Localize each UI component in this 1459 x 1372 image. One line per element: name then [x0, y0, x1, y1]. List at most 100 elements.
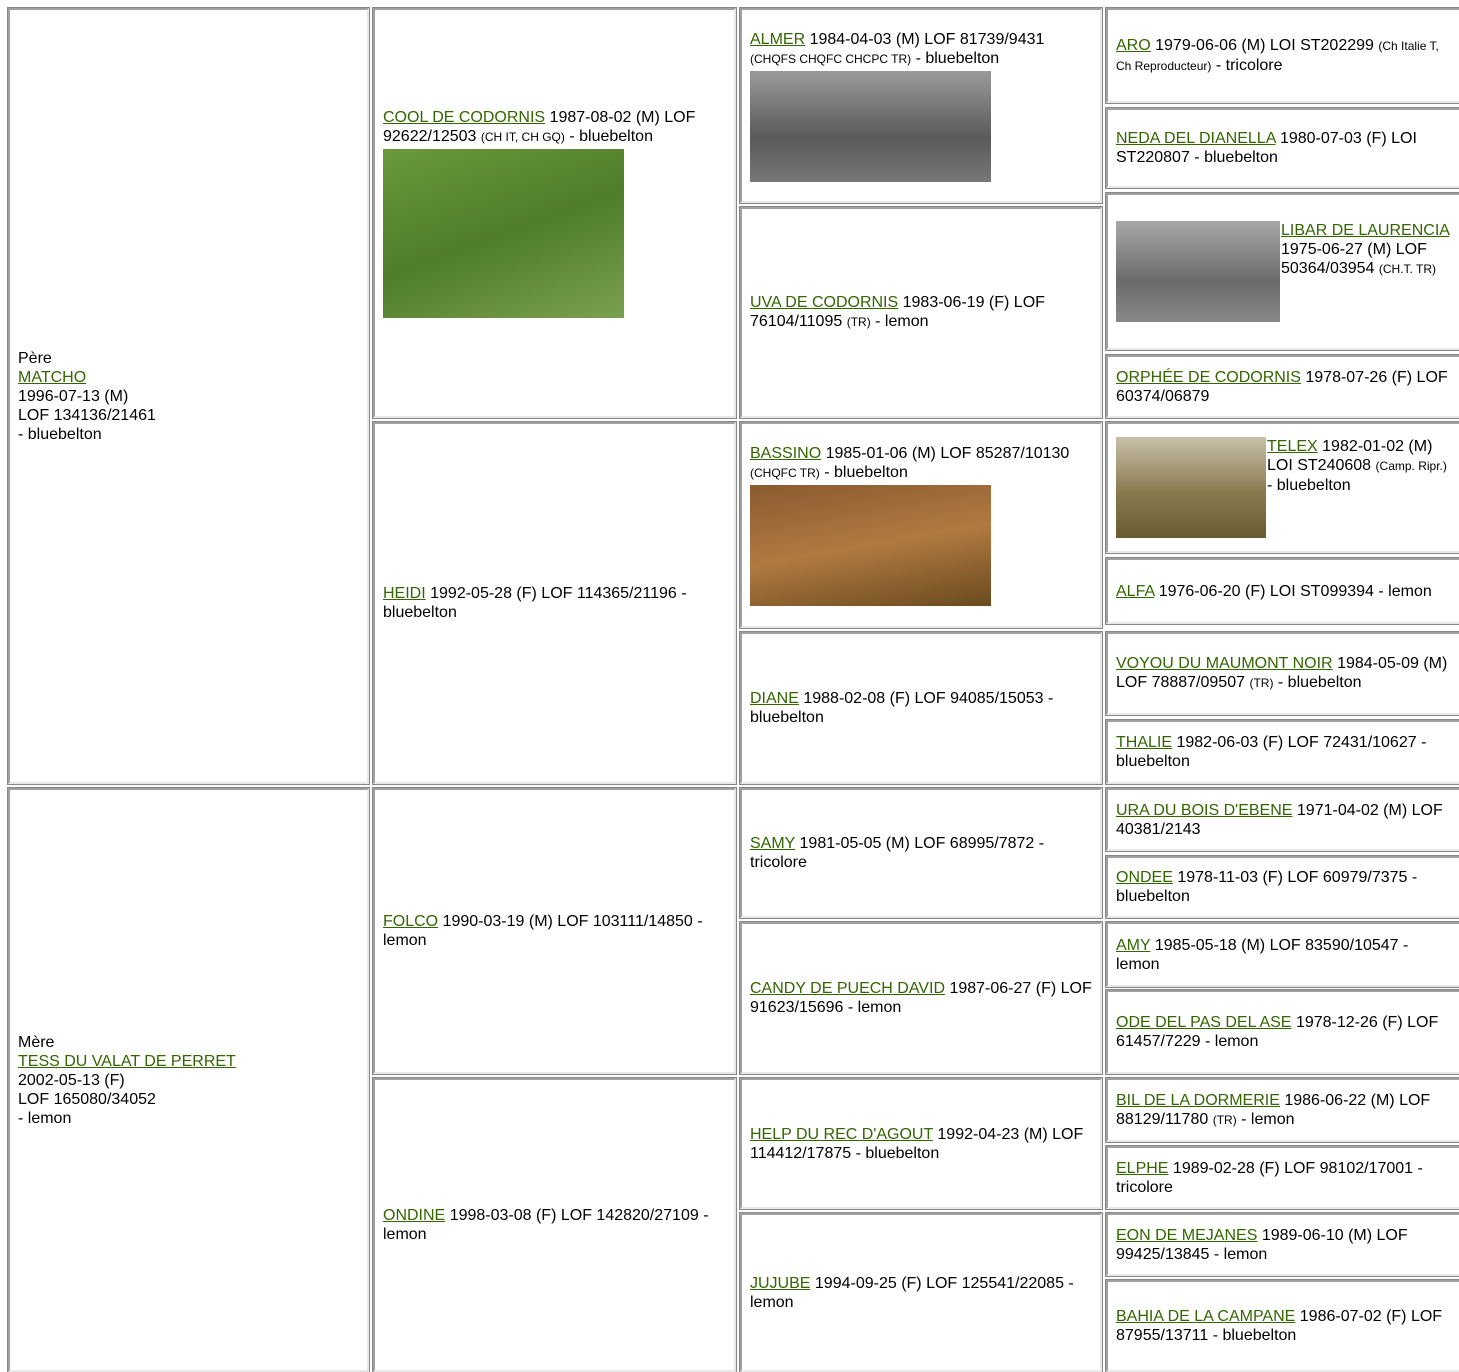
dog-coat: - tricolore — [1215, 56, 1283, 74]
dog-info: 1978-12-26 (F) LOF 61457/7229 — [1116, 1014, 1439, 1050]
cell-content: BAHIA DE LA CAMPANE 1986-07-02 (F) LOF 8… — [1116, 1307, 1455, 1345]
cell-content: HELP DU REC D'AGOUT 1992-04-23 (M) LOF 1… — [750, 1125, 1092, 1163]
dog-info: 1998-03-08 (F) LOF 142820/27109 — [449, 1207, 699, 1224]
pedigree-cell: CANDY DE PUECH DAVID 1987-06-27 (F) LOF … — [739, 921, 1103, 1075]
cell-content: Mère TESS DU VALAT DE PERRET 2002-05-13 (F… — [18, 1033, 359, 1128]
dog-name-link[interactable]: DIANE — [750, 690, 799, 707]
dog-name-link[interactable]: ALFA — [1116, 582, 1155, 600]
cell-content: UVA DE CODORNIS 1983-06-19 (F) LOF 76104… — [750, 293, 1092, 332]
dog-name-link[interactable]: BASSINO — [750, 445, 822, 462]
dog-name-link[interactable]: URA DU BOIS D'EBENE — [1116, 801, 1293, 819]
pedigree-cell: ONDEE 1978-11-03 (F) LOF 60979/7375 - bl… — [1105, 855, 1459, 919]
cell-content: ELPHE 1989-02-28 (F) LOF 98102/17001 - t… — [1116, 1159, 1455, 1197]
dog-detail: - lemon — [18, 1109, 72, 1127]
pedigree-cell: NEDA DEL DIANELLA 1980-07-03 (F) LOI ST2… — [1105, 107, 1459, 189]
dog-coat: - lemon — [875, 313, 929, 330]
pedigree-cell: ORPHÉE DE CODORNIS 1978-07-26 (F) LOF 60… — [1105, 354, 1459, 419]
dog-name-link[interactable]: EON DE MEJANES — [1116, 1226, 1258, 1244]
dog-name-link[interactable]: ONDINE — [383, 1207, 446, 1224]
pedigree-cell: FOLCO 1990-03-19 (M) LOF 103111/14850 - … — [372, 787, 737, 1075]
dog-info: 1978-07-26 (F) LOF 60374/06879 — [1116, 368, 1448, 405]
dog-name-link[interactable]: THALIE — [1116, 734, 1173, 751]
pedigree-cell: LIBAR DE LAURENCIA 1975-06-27 (M) LOF 50… — [1105, 192, 1459, 351]
dog-name-link[interactable]: COOL DE CODORNIS — [383, 109, 546, 126]
dog-coat: - bluebelton — [1116, 734, 1427, 770]
cell-content: BIL DE LA DORMERIE 1986-06-22 (M) LOF 88… — [1116, 1091, 1455, 1130]
dog-info: 1992-05-28 (F) LOF 114365/21196 — [430, 585, 677, 602]
dog-photo — [383, 149, 624, 318]
dog-detail: - bluebelton — [18, 425, 102, 443]
dog-info: 1992-04-23 (M) LOF 114412/17875 — [750, 1125, 1084, 1162]
dog-info: 1984-05-09 (M) LOF 78887/09507 — [1116, 655, 1448, 691]
dog-titles: (TR) — [1249, 676, 1274, 690]
dog-name-link[interactable]: CANDY DE PUECH DAVID — [750, 980, 945, 997]
pedigree-cell: ONDINE 1998-03-08 (F) LOF 142820/27109 -… — [372, 1077, 737, 1372]
dog-coat: - lemon — [1378, 582, 1432, 600]
dog-coat: - tricolore — [750, 835, 1045, 871]
dog-name-link[interactable]: SAMY — [750, 835, 796, 852]
dog-name-link[interactable]: ORPHÉE DE CODORNIS — [1116, 368, 1301, 386]
dog-name-link[interactable]: ONDEE — [1116, 869, 1173, 886]
dog-coat: - lemon — [383, 913, 703, 949]
dog-name-link[interactable]: FOLCO — [383, 913, 439, 930]
pedigree-cell: ELPHE 1989-02-28 (F) LOF 98102/17001 - t… — [1105, 1145, 1459, 1210]
dog-coat: - bluebelton — [824, 464, 908, 481]
cell-content: VOYOU DU MAUMONT NOIR 1984-05-09 (M) LOF… — [1116, 654, 1455, 693]
pedigree-cell: EON DE MEJANES 1989-06-10 (M) LOF 99425/… — [1105, 1212, 1459, 1277]
dog-photo — [750, 70, 991, 182]
dog-name-link[interactable]: AMY — [1116, 936, 1151, 954]
dog-coat: - lemon — [750, 1274, 1074, 1311]
cell-content: CANDY DE PUECH DAVID 1987-06-27 (F) LOF … — [750, 979, 1092, 1017]
cell-content: LIBAR DE LAURENCIA 1975-06-27 (M) LOF 50… — [1116, 221, 1455, 322]
dog-name-link[interactable]: ARO — [1116, 36, 1151, 54]
dog-name-link[interactable]: VOYOU DU MAUMONT NOIR — [1116, 655, 1333, 672]
dog-info: 1981-05-05 (M) LOF 68995/7872 — [799, 835, 1035, 852]
cell-content: ODE DEL PAS DEL ASE 1978-12-26 (F) LOF 6… — [1116, 1013, 1455, 1051]
pedigree-cell: COOL DE CODORNIS 1987-08-02 (M) LOF 9262… — [372, 7, 737, 419]
parent-role: Mère — [18, 1033, 55, 1051]
pedigree-cell: AMY 1985-05-18 (M) LOF 83590/10547 - lem… — [1105, 921, 1459, 988]
pedigree-cell: BAHIA DE LA CAMPANE 1986-07-02 (F) LOF 8… — [1105, 1279, 1459, 1372]
dog-name-link[interactable]: LIBAR DE LAURENCIA — [1281, 222, 1450, 239]
cell-content: ARO 1979-06-06 (M) LOI ST202299 (Ch Ital… — [1116, 36, 1455, 76]
pedigree-cell: SAMY 1981-05-05 (M) LOF 68995/7872 - tri… — [739, 787, 1103, 919]
dog-coat: - tricolore — [1116, 1159, 1423, 1196]
dog-coat: - lemon — [383, 1207, 709, 1243]
pedigree-cell: URA DU BOIS D'EBENE 1971-04-02 (M) LOF 4… — [1105, 787, 1459, 852]
pedigree-cell: TELEX 1982-01-02 (M) LOI ST240608 (Camp.… — [1105, 421, 1459, 554]
cell-content: ONDINE 1998-03-08 (F) LOF 142820/27109 -… — [383, 1206, 726, 1244]
dog-name-link[interactable]: ODE DEL PAS DEL ASE — [1116, 1014, 1292, 1031]
cell-content: JUJUBE 1994-09-25 (F) LOF 125541/22085 -… — [750, 1274, 1092, 1312]
dog-titles: (CH IT, CH GQ) — [480, 130, 565, 144]
cell-content: ALFA 1976-06-20 (F) LOI ST099394 - lemon — [1116, 582, 1455, 601]
pedigree-cell: Mère TESS DU VALAT DE PERRET 2002-05-13 (F… — [7, 787, 370, 1372]
cell-content: ALMER 1984-04-03 (M) LOF 81739/9431 (CHQ… — [750, 30, 1092, 182]
dog-name-link[interactable]: JUJUBE — [750, 1274, 811, 1292]
dog-coat: - bluebelton — [1116, 869, 1418, 905]
dog-coat: - bluebelton — [915, 49, 1000, 67]
cell-content: EON DE MEJANES 1989-06-10 (M) LOF 99425/… — [1116, 1226, 1455, 1264]
dog-name-link[interactable]: BAHIA DE LA CAMPANE — [1116, 1308, 1296, 1325]
dog-coat: - lemon — [847, 999, 902, 1016]
cell-content: ORPHÉE DE CODORNIS 1978-07-26 (F) LOF 60… — [1116, 368, 1455, 406]
pedigree-cell: HELP DU REC D'AGOUT 1992-04-23 (M) LOF 1… — [739, 1077, 1103, 1210]
dog-coat: - bluebelton — [1194, 149, 1278, 166]
dog-name-link[interactable]: ELPHE — [1116, 1159, 1169, 1177]
dog-name-link[interactable]: UVA DE CODORNIS — [750, 294, 899, 311]
dog-name-link[interactable]: ALMER — [750, 30, 806, 48]
dog-name-link[interactable]: MATCHO — [18, 368, 87, 386]
dog-name-link[interactable]: HELP DU REC D'AGOUT — [750, 1125, 933, 1143]
dog-info: 1979-06-06 (M) LOI ST202299 — [1155, 36, 1374, 54]
dog-info: 1985-05-18 (M) LOF 83590/10547 — [1154, 936, 1399, 954]
dog-name-link[interactable]: HEIDI — [383, 585, 426, 602]
cell-content: THALIE 1982-06-03 (F) LOF 72431/10627 - … — [1116, 733, 1455, 771]
dog-name-link[interactable]: NEDA DEL DIANELLA — [1116, 130, 1276, 147]
dog-name-link[interactable]: BIL DE LA DORMERIE — [1116, 1091, 1280, 1109]
dog-info: 1986-07-02 (F) LOF 87955/13711 — [1116, 1308, 1443, 1344]
dog-name-link[interactable]: TELEX — [1267, 438, 1318, 455]
dog-coat: - bluebelton — [383, 585, 687, 621]
dog-coat: - bluebelton — [569, 128, 653, 145]
cell-content: FOLCO 1990-03-19 (M) LOF 103111/14850 - … — [383, 912, 726, 950]
pedigree-cell: JUJUBE 1994-09-25 (F) LOF 125541/22085 -… — [739, 1212, 1103, 1372]
dog-name-link[interactable]: TESS DU VALAT DE PERRET — [18, 1052, 236, 1070]
